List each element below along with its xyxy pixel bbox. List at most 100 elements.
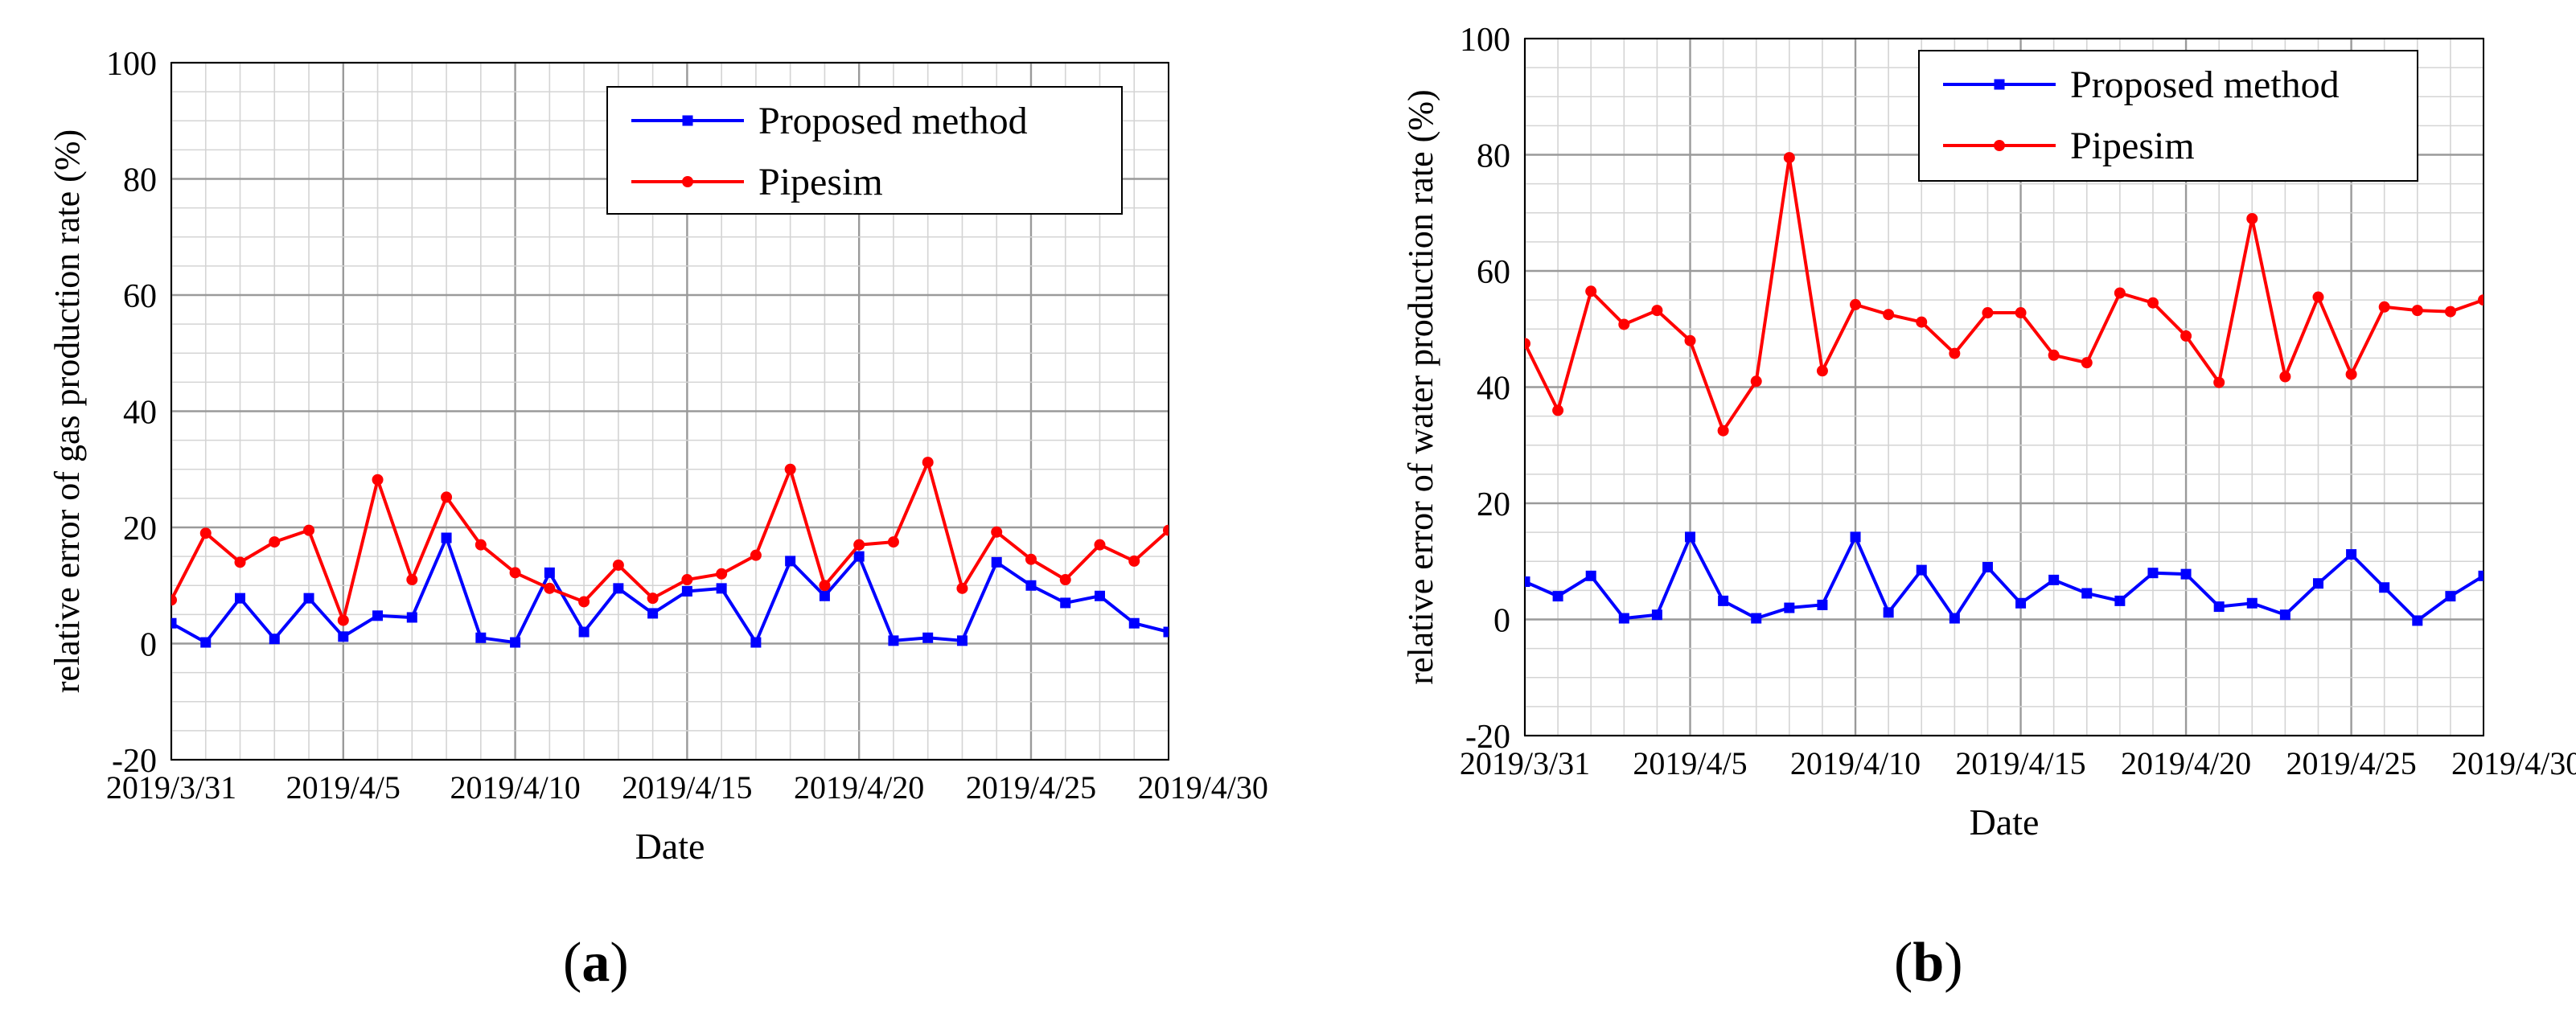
data-point [1552, 404, 1564, 416]
x-tick-label: 2019/3/31 [106, 769, 236, 806]
series-line [171, 533, 1169, 646]
chart-panel-a: -20 0 20 40 60 80 100 2019/3/31 2019/4/5 2019/4/1… [47, 46, 1268, 867]
data-point [819, 580, 831, 592]
x-tick-label: 2019/4/20 [794, 769, 924, 806]
data-point [2048, 349, 2060, 361]
data-point [2015, 597, 2027, 609]
data-point [956, 635, 968, 646]
legend-marker [682, 176, 693, 187]
data-point [681, 574, 693, 586]
data-point [613, 583, 624, 594]
data-point [406, 612, 417, 623]
data-point [1718, 595, 1729, 606]
y-tick-label: 80 [1477, 138, 1510, 175]
data-point [2346, 549, 2357, 560]
x-tick-label: 2019/4/20 [2121, 745, 2251, 781]
data-point [544, 582, 556, 594]
data-point [784, 463, 796, 475]
x-tick-label: 2019/4/15 [622, 769, 752, 806]
data-point [1094, 539, 1106, 551]
data-point [2213, 376, 2225, 388]
legend-label: Pipesim [758, 161, 883, 203]
y-tick-label: 0 [140, 627, 157, 664]
data-point [1982, 307, 1994, 319]
data-point [1128, 555, 1140, 567]
data-point [1525, 576, 1530, 588]
series-line [1525, 157, 2484, 435]
data-point [1685, 531, 1696, 543]
data-point [1949, 347, 1961, 359]
data-point [2444, 306, 2456, 318]
data-point [269, 634, 280, 645]
data-point [406, 574, 418, 586]
data-point [1163, 626, 1169, 638]
data-point [1618, 613, 1629, 624]
data-point [199, 527, 212, 539]
series-line [171, 457, 1169, 626]
x-tick-label: 2019/4/25 [2286, 745, 2416, 781]
x-tick-label: 2019/4/30 [2451, 745, 2576, 781]
data-point [475, 539, 487, 551]
caption-a: (a) [563, 932, 629, 994]
data-point [509, 567, 521, 579]
data-point [1025, 580, 1037, 591]
data-point [887, 536, 899, 548]
data-point [234, 556, 246, 568]
series-proposed-method [171, 532, 1169, 648]
data-point [235, 593, 246, 604]
data-point [716, 583, 727, 594]
y-tick-label: 20 [1477, 486, 1510, 523]
data-point [1585, 570, 1596, 581]
data-point [1883, 309, 1895, 321]
y-tick-label: 40 [1477, 371, 1510, 408]
data-point [1128, 617, 1140, 629]
x-tick-label: 2019/4/5 [1633, 745, 1747, 781]
data-point [2312, 291, 2324, 303]
series-line [1525, 533, 2484, 623]
data-point [338, 631, 349, 642]
data-point [1717, 424, 1729, 437]
data-point [475, 632, 487, 643]
data-point [2412, 615, 2423, 626]
data-point [372, 474, 384, 486]
y-tick-label: 0 [1493, 603, 1510, 640]
legend-box [1918, 50, 2418, 182]
legend-box [606, 86, 1123, 215]
data-point [441, 532, 452, 543]
x-tick-label: 2019/4/10 [450, 769, 580, 806]
series-pipesim [1525, 152, 2484, 437]
data-point [2478, 294, 2484, 306]
data-point [647, 593, 659, 605]
y-tick-label: 60 [123, 278, 157, 315]
legend-marker [1994, 79, 2005, 90]
data-point [888, 635, 899, 646]
y-tick-label: 80 [123, 162, 157, 199]
data-point [2081, 357, 2093, 369]
data-point [337, 614, 349, 626]
data-point [1651, 609, 1662, 621]
data-point [2246, 212, 2258, 224]
y-tick-label: -20 [112, 743, 157, 780]
data-point [1059, 574, 1071, 586]
data-point [578, 626, 590, 638]
x-axis-label: Date [635, 826, 705, 867]
data-point [922, 632, 934, 643]
x-tick-label: 2019/3/31 [1460, 745, 1590, 781]
data-point [853, 551, 865, 562]
x-tick-label: 2019/4/15 [1955, 745, 2085, 781]
x-tick-label: 2019/4/10 [1790, 745, 1921, 781]
data-point [819, 590, 830, 601]
data-point [2015, 307, 2027, 319]
data-point [1783, 152, 1795, 164]
data-point [1618, 318, 1630, 330]
data-point [1751, 613, 1762, 624]
data-point [1585, 285, 1597, 297]
data-point [1784, 602, 1795, 613]
data-point [1060, 597, 1071, 609]
data-point [1552, 591, 1563, 602]
data-point [1525, 338, 1530, 350]
data-point [956, 582, 968, 594]
data-point [2445, 591, 2456, 602]
data-point [2279, 609, 2290, 621]
data-point [578, 596, 590, 608]
